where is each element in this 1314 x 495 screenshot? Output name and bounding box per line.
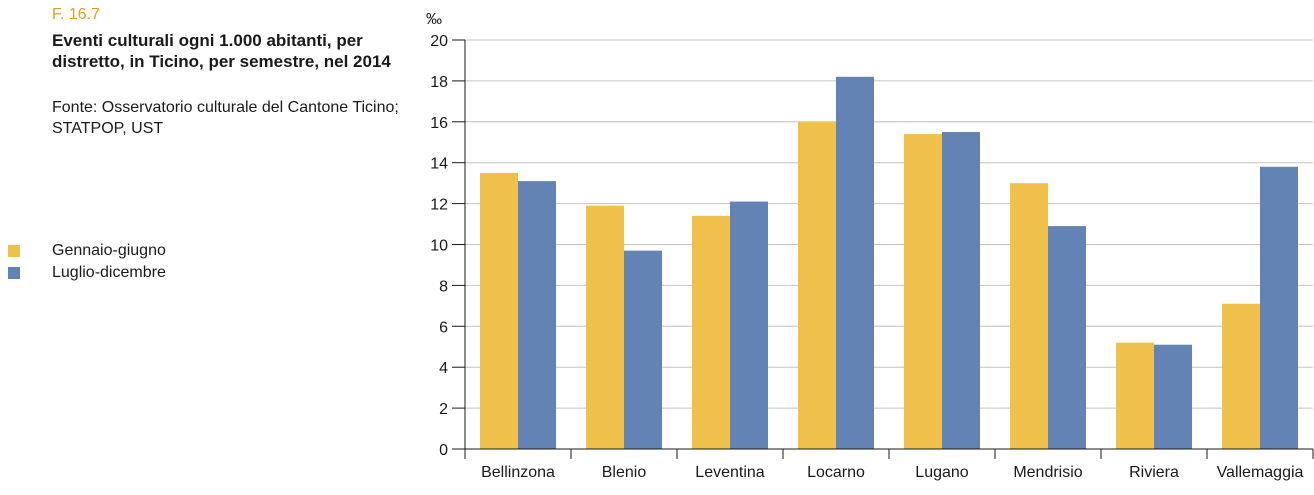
legend-item-series-1: Gennaio-giugno xyxy=(8,240,166,262)
legend-swatch-series-2 xyxy=(8,267,20,279)
y-tick-label: 14 xyxy=(430,156,448,173)
x-tick-label: Blenio xyxy=(602,464,647,481)
legend-swatch-series-1 xyxy=(8,245,20,257)
x-tick-label: Locarno xyxy=(807,464,865,481)
bar xyxy=(692,215,730,449)
x-tick-label: Vallemaggia xyxy=(1217,464,1304,481)
bar xyxy=(586,205,624,449)
bars xyxy=(480,76,1298,450)
bar xyxy=(942,132,980,449)
bar xyxy=(836,76,874,449)
x-tick-label: Leventina xyxy=(695,464,764,481)
y-tick-label: 12 xyxy=(430,197,448,214)
bar xyxy=(1260,166,1298,450)
bar xyxy=(1048,226,1086,449)
bar xyxy=(1116,342,1154,449)
y-axis-unit: ‰ xyxy=(426,11,442,28)
x-tick-label: Bellinzona xyxy=(481,464,555,481)
bar xyxy=(480,172,518,450)
x-tick-label: Riviera xyxy=(1129,464,1179,481)
legend-label-series-1: Gennaio-giugno xyxy=(52,242,166,259)
y-tick-label: 16 xyxy=(430,115,448,132)
axes: 0 2 4 6 8 10 12 14 16 18 20 Bellinzona Blenio Leventi… xyxy=(430,33,1314,481)
y-tick-label: 20 xyxy=(430,33,448,50)
y-tick-label: 0 xyxy=(439,442,448,459)
bar xyxy=(1222,303,1260,449)
bar xyxy=(518,181,556,450)
legend-label-series-2: Luglio-dicembre xyxy=(52,264,166,281)
figure-title: Eventi culturali ogni 1.000 abitanti, pe… xyxy=(52,31,391,71)
bar xyxy=(904,134,942,449)
bar xyxy=(624,250,662,449)
bar xyxy=(730,201,768,449)
y-tick-label: 10 xyxy=(430,238,448,255)
figure-number: F. 16.7 xyxy=(52,6,101,23)
x-tick-label: Mendrisio xyxy=(1013,464,1082,481)
bar xyxy=(798,121,836,450)
y-tick-label: 4 xyxy=(439,360,448,377)
x-tick-label: Lugano xyxy=(915,464,968,481)
bar xyxy=(1010,183,1048,449)
y-tick-label: 18 xyxy=(430,74,448,91)
y-tick-label: 2 xyxy=(439,401,448,418)
legend-item-series-2: Luglio-dicembre xyxy=(8,262,166,284)
y-tick-label: 6 xyxy=(439,319,448,336)
legend: Gennaio-giugno Luglio-dicembre xyxy=(8,240,166,284)
y-tick-label: 8 xyxy=(439,278,448,295)
figure-source: Fonte: Osservatorio culturale del Canton… xyxy=(52,99,399,137)
bar xyxy=(1154,344,1192,449)
